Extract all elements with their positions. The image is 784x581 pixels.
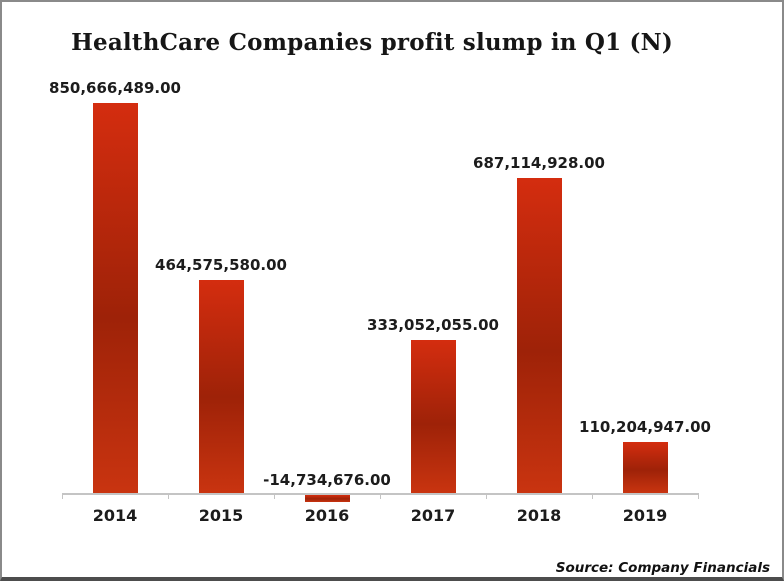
x-axis-label-2018: 2018 — [516, 506, 562, 525]
chart-title: HealthCare Companies profit slump in Q1 … — [71, 29, 673, 56]
x-axis-tick — [698, 493, 699, 499]
value-label-2015: 464,575,580.00 — [155, 256, 287, 274]
value-label-2018: 687,114,928.00 — [473, 154, 605, 172]
bar-2017 — [410, 340, 456, 493]
x-axis-tick — [274, 493, 275, 499]
x-axis-tick — [380, 493, 381, 499]
x-axis-tick — [62, 493, 63, 499]
value-label-2014: 850,666,489.00 — [49, 79, 181, 97]
x-axis-tick — [486, 493, 487, 499]
bar-2014 — [92, 103, 138, 493]
bar-2015 — [198, 280, 244, 493]
value-label-2017: 333,052,055.00 — [367, 316, 499, 334]
x-axis-label-2015: 2015 — [198, 506, 244, 525]
value-label-2019: 110,204,947.00 — [579, 418, 711, 436]
x-axis-tick — [592, 493, 593, 499]
x-axis-label-2017: 2017 — [410, 506, 456, 525]
source-note: Source: Company Financials — [555, 560, 770, 576]
x-axis-tick — [168, 493, 169, 499]
bar-2018 — [516, 178, 562, 493]
bar-2019 — [622, 442, 668, 493]
x-axis-label-2019: 2019 — [622, 506, 668, 525]
x-axis-label-2014: 2014 — [92, 506, 138, 525]
x-axis-label-2016: 2016 — [304, 506, 350, 525]
value-label-2016: -14,734,676.00 — [263, 471, 391, 489]
bar-2016 — [304, 495, 350, 502]
